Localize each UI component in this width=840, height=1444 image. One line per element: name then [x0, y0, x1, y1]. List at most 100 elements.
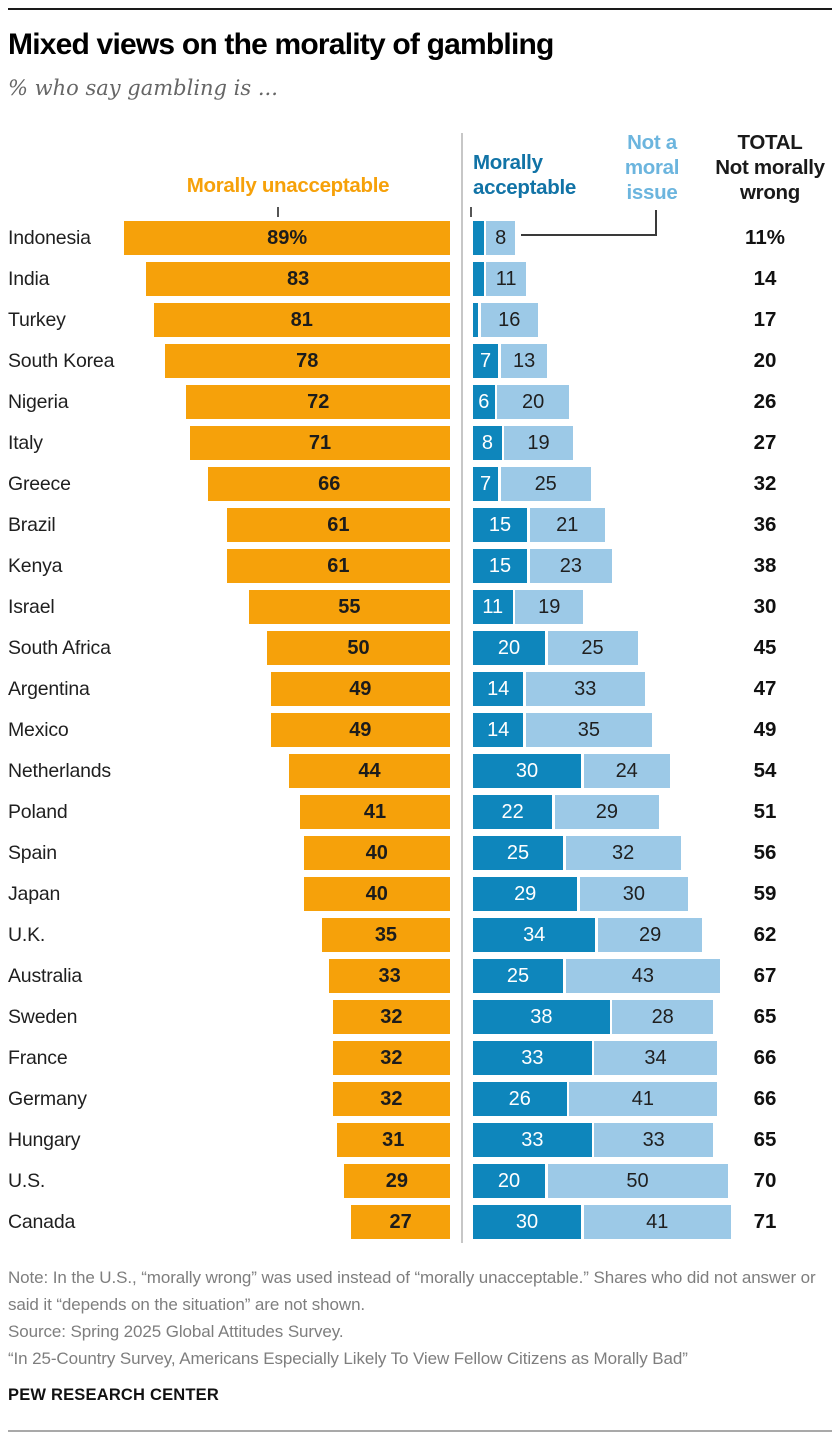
chart-row: Hungary 31 33 33 65 — [0, 1123, 840, 1164]
total-not-morally-wrong-value: 66 — [753, 1087, 777, 1110]
morally-acceptable-segment — [473, 262, 484, 296]
morally-acceptable-segment: 30 — [473, 754, 581, 788]
page-title: Mixed views on the morality of gambling — [8, 28, 554, 61]
chart-row: Netherlands 44 30 24 54 — [0, 754, 840, 795]
morally-unacceptable-bar: 32 — [332, 1041, 450, 1075]
total-not-morally-wrong-value: 38 — [753, 554, 777, 577]
chart-row: India 83 11 14 — [0, 262, 840, 303]
chart-row: Poland 41 22 29 51 — [0, 795, 840, 836]
country-label: India — [8, 268, 50, 290]
morally-unacceptable-bar: 55 — [248, 590, 450, 624]
chart-row: Australia 33 25 43 67 — [0, 959, 840, 1000]
country-label: South Korea — [8, 350, 115, 372]
morally-unacceptable-bar: 35 — [321, 918, 450, 952]
morally-unacceptable-bar: 31 — [336, 1123, 450, 1157]
morally-unacceptable-bar: 89% — [124, 221, 450, 255]
not-a-moral-issue-segment: 25 — [500, 467, 591, 501]
country-label: Mexico — [8, 719, 69, 741]
morally-unacceptable-bar: 49 — [270, 672, 450, 706]
legend-total-not-morally-wrong: TOTAL Not morally wrong — [715, 131, 825, 204]
not-a-moral-issue-segment: 35 — [525, 713, 652, 747]
legend-morally-unacceptable: Morally unacceptable — [186, 174, 390, 197]
morally-acceptable-segment — [473, 303, 478, 337]
chart-row: Spain 40 25 32 56 — [0, 836, 840, 877]
not-a-moral-issue-segment: 29 — [597, 918, 703, 952]
total-not-morally-wrong-value: 30 — [753, 595, 777, 618]
country-label: Germany — [8, 1088, 87, 1110]
chart-row: Brazil 61 15 21 36 — [0, 508, 840, 549]
country-label: Greece — [8, 473, 71, 495]
country-label: Kenya — [8, 555, 63, 577]
total-not-morally-wrong-value: 65 — [753, 1128, 777, 1151]
morally-unacceptable-bar: 61 — [226, 508, 450, 542]
total-not-morally-wrong-value: 32 — [753, 472, 777, 495]
morally-unacceptable-bar: 41 — [299, 795, 450, 829]
chart-row: France 32 33 34 66 — [0, 1041, 840, 1082]
axis-divider-line — [461, 133, 463, 1243]
country-label: U.S. — [8, 1170, 46, 1192]
morally-acceptable-segment — [473, 221, 484, 255]
not-a-moral-issue-segment: 8 — [486, 221, 516, 255]
chart-row: Mexico 49 14 35 49 — [0, 713, 840, 754]
source-text: Source: Spring 2025 Global Attitudes Sur… — [8, 1322, 344, 1341]
pew-research-center-logo: PEW RESEARCH CENTER — [8, 1386, 219, 1404]
chart-row: Canada 27 30 41 71 — [0, 1205, 840, 1246]
not-a-moral-issue-segment: 33 — [594, 1123, 714, 1157]
country-label: South Africa — [8, 637, 111, 659]
country-label: U.K. — [8, 924, 46, 946]
total-not-morally-wrong-value: 71 — [753, 1210, 777, 1233]
country-label: Israel — [8, 596, 55, 618]
country-label: Brazil — [8, 514, 56, 536]
not-a-moral-issue-segment: 25 — [547, 631, 638, 665]
morally-acceptable-segment: 22 — [473, 795, 553, 829]
morally-acceptable-segment: 20 — [473, 631, 545, 665]
morally-unacceptable-bar: 83 — [146, 262, 450, 296]
morally-unacceptable-bar: 44 — [288, 754, 450, 788]
legend-not-a-moral-issue: Not a moral issue — [624, 131, 680, 204]
morally-acceptable-segment: 15 — [473, 549, 527, 583]
bottom-rule — [8, 1430, 832, 1432]
total-not-morally-wrong-value: 36 — [753, 513, 777, 536]
not-a-moral-issue-segment: 19 — [515, 590, 584, 624]
chart-row: U.K. 35 34 29 62 — [0, 918, 840, 959]
morally-acceptable-segment: 33 — [473, 1041, 592, 1075]
chart-row: Greece 66 7 25 32 — [0, 467, 840, 508]
morally-acceptable-segment: 6 — [473, 385, 495, 419]
morally-acceptable-segment: 38 — [473, 1000, 610, 1034]
morally-acceptable-segment: 7 — [473, 344, 499, 378]
country-label: Italy — [8, 432, 43, 454]
morally-unacceptable-bar: 72 — [186, 385, 450, 419]
country-label: Indonesia — [8, 227, 91, 249]
total-not-morally-wrong-value: 27 — [753, 431, 777, 454]
not-a-moral-issue-segment: 30 — [579, 877, 688, 911]
not-a-moral-issue-segment: 24 — [583, 754, 670, 788]
country-label: Nigeria — [8, 391, 69, 413]
total-not-morally-wrong-value: 47 — [753, 677, 777, 700]
country-label: Canada — [8, 1211, 76, 1233]
not-a-moral-issue-segment: 20 — [497, 385, 570, 419]
legend-morally-acceptable: Morally acceptable — [473, 151, 576, 199]
morally-acceptable-segment: 14 — [473, 713, 524, 747]
country-label: Japan — [8, 883, 61, 905]
country-label: Poland — [8, 801, 68, 823]
morally-unacceptable-bar: 71 — [190, 426, 450, 460]
not-a-moral-issue-segment: 16 — [480, 303, 539, 337]
morally-unacceptable-bar: 32 — [332, 1082, 450, 1116]
chart-row: U.S. 29 20 50 70 — [0, 1164, 840, 1205]
not-a-moral-issue-segment: 13 — [500, 344, 548, 378]
country-label: Argentina — [8, 678, 90, 700]
chart-row: Indonesia 89% 8 11% — [0, 221, 840, 262]
chart-row: Argentina 49 14 33 47 — [0, 672, 840, 713]
morally-acceptable-segment: 25 — [473, 836, 563, 870]
total-not-morally-wrong-value: 45 — [753, 636, 777, 659]
total-not-morally-wrong-value: 11% — [745, 226, 785, 249]
total-not-morally-wrong-value: 66 — [753, 1046, 777, 1069]
not-a-moral-issue-segment: 11 — [486, 262, 526, 296]
morally-acceptable-segment: 26 — [473, 1082, 567, 1116]
morally-acceptable-segment: 25 — [473, 959, 563, 993]
not-a-moral-issue-segment: 23 — [529, 549, 613, 583]
chart-row: Israel 55 11 19 30 — [0, 590, 840, 631]
morally-unacceptable-bar: 33 — [329, 959, 450, 993]
not-a-moral-issue-segment: 41 — [569, 1082, 717, 1116]
